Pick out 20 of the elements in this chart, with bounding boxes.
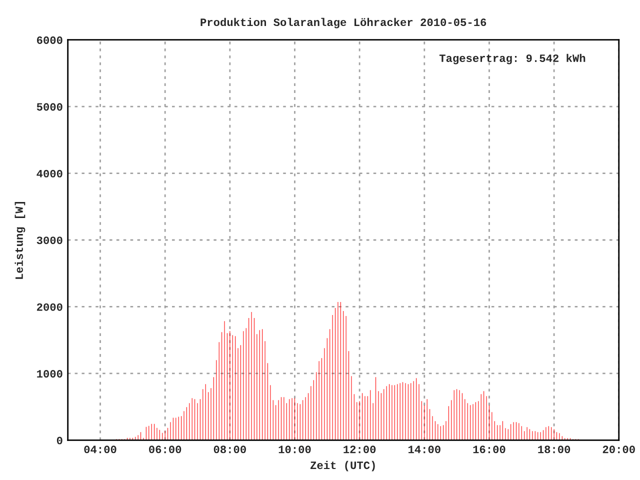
x-tick-label: 20:00	[602, 446, 635, 454]
y-tick-label: 2000	[36, 303, 62, 311]
y-tick-label: 4000	[36, 170, 62, 178]
x-tick-label: 14:00	[408, 446, 440, 454]
y-tick-label: 3000	[36, 236, 62, 244]
x-tick-label: 16:00	[473, 446, 506, 454]
annotation: Tagesertrag: 9.542 kWh	[439, 54, 586, 64]
x-tick-label: 10:00	[278, 446, 311, 454]
x-axis-title: Zeit (UTC)	[310, 460, 375, 472]
x-tick-label: 06:00	[149, 446, 182, 454]
x-tick-label: 08:00	[214, 446, 246, 454]
y-tick-label: 5000	[36, 103, 62, 111]
x-tick-label: 12:00	[344, 446, 376, 454]
y-tick-label: 0	[56, 436, 62, 444]
chart-title: Produktion Solaranlage Löhracker 2010-05-16	[200, 18, 486, 28]
x-tick-label: 04:00	[84, 446, 116, 454]
y-tick-label: 1000	[37, 370, 62, 378]
x-tick-label: 18:00	[538, 446, 570, 454]
y-tick-label: 6000	[36, 36, 62, 44]
y-axis-title: Leistung [W]	[14, 202, 26, 279]
